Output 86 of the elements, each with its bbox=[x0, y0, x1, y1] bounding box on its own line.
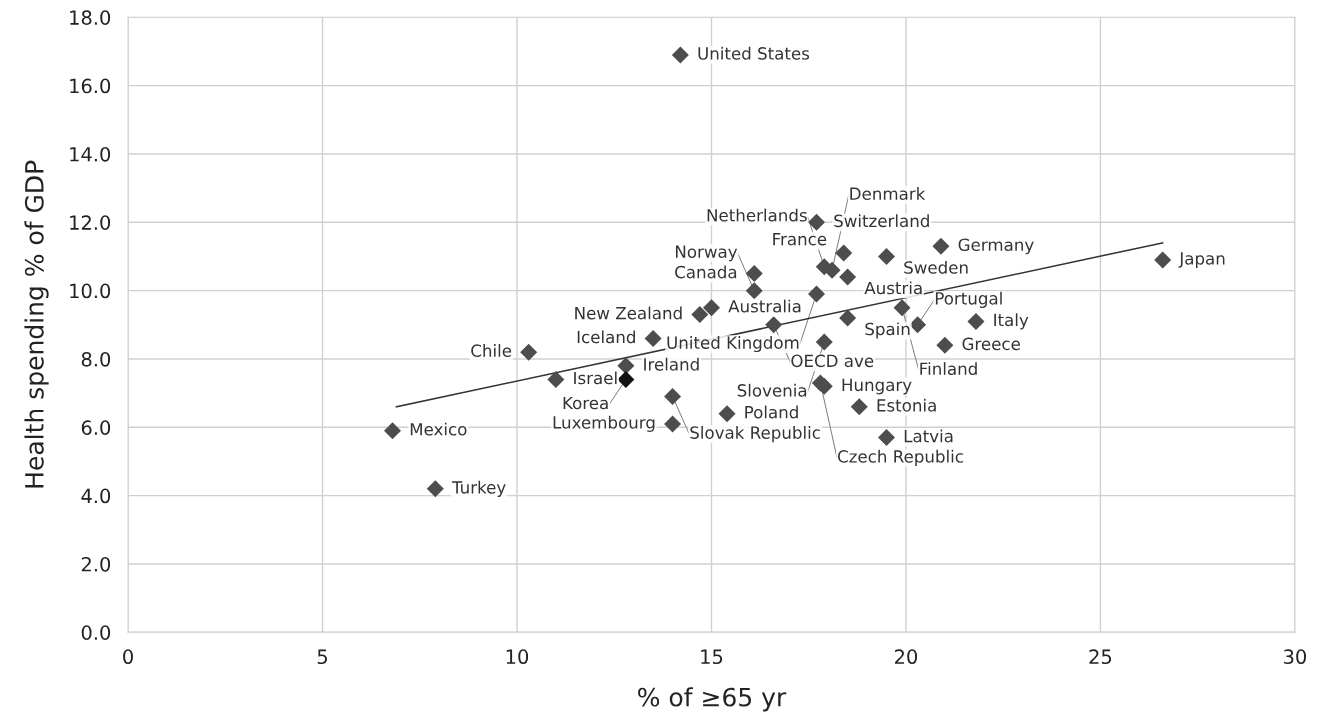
annotation: Iceland bbox=[577, 330, 635, 344]
point bbox=[426, 480, 444, 498]
annotation: Mexico bbox=[410, 422, 467, 436]
y-tick-label: 18.0 bbox=[70, 10, 111, 25]
annotation: Slovenia bbox=[737, 383, 807, 397]
annotation: Luxembourg bbox=[553, 415, 655, 432]
annotation: Norway bbox=[676, 245, 738, 262]
y-tick-label: 2.0 bbox=[81, 556, 111, 572]
y-tick-label: 6.0 bbox=[81, 420, 111, 435]
point bbox=[815, 333, 833, 351]
x-axis-title: % of ≥65 yr bbox=[638, 687, 787, 712]
y-tick-label: 16.0 bbox=[70, 78, 111, 94]
point bbox=[893, 299, 911, 317]
annotation: Italy bbox=[994, 313, 1029, 330]
annotation: Germany bbox=[958, 238, 1034, 255]
point bbox=[839, 268, 857, 286]
annotation: Estonia bbox=[877, 398, 936, 412]
annotation: Slovak Republic bbox=[690, 426, 820, 443]
y-tick-label: 12.0 bbox=[70, 215, 111, 230]
x-tick-label: 5 bbox=[317, 649, 328, 665]
y-tick-label: 14.0 bbox=[70, 146, 111, 162]
annotation: Portugal bbox=[935, 291, 1002, 308]
annotation: Latvia bbox=[904, 429, 953, 443]
y-tick-label: 0.0 bbox=[81, 625, 111, 640]
point bbox=[936, 336, 954, 354]
point bbox=[745, 265, 763, 283]
annotation: Hungary bbox=[842, 378, 912, 395]
annotation: Finland bbox=[920, 362, 977, 376]
y-tick-label: 8.0 bbox=[81, 351, 111, 367]
annotation: Greece bbox=[962, 337, 1020, 351]
annotation: Japan bbox=[1178, 252, 1225, 268]
point bbox=[520, 343, 538, 361]
annotation: Sweden bbox=[904, 260, 968, 274]
annotation: Poland bbox=[745, 405, 798, 419]
point bbox=[815, 377, 833, 395]
annotation: Chile bbox=[471, 344, 512, 357]
annotation: Canada bbox=[675, 265, 737, 279]
annotation: Turkey bbox=[451, 480, 506, 497]
point bbox=[702, 299, 720, 317]
annotation: Australia bbox=[728, 299, 801, 313]
annotation: New Zealand bbox=[575, 306, 682, 320]
point bbox=[878, 247, 896, 265]
annotation: Ireland bbox=[644, 357, 699, 371]
point bbox=[850, 398, 868, 416]
point bbox=[547, 370, 565, 388]
annotation: Korea bbox=[563, 396, 608, 410]
point bbox=[664, 388, 682, 406]
y-axis-title: Health spending % of GDP bbox=[24, 160, 49, 488]
point bbox=[807, 285, 825, 303]
x-tick-label: 25 bbox=[1089, 649, 1112, 665]
point bbox=[932, 237, 950, 255]
point bbox=[909, 316, 927, 334]
point bbox=[617, 357, 635, 375]
annotation: Austria bbox=[864, 281, 922, 295]
point bbox=[967, 312, 985, 330]
point bbox=[878, 429, 896, 447]
annotation: OECD ave bbox=[791, 354, 874, 368]
point bbox=[835, 244, 853, 262]
x-tick-label: 20 bbox=[895, 649, 918, 665]
annotation: Denmark bbox=[850, 187, 926, 200]
annotation: United Kingdom bbox=[667, 335, 799, 353]
point bbox=[644, 329, 662, 347]
point bbox=[765, 316, 783, 334]
annotation: Netherlands bbox=[707, 208, 807, 222]
point bbox=[745, 282, 763, 300]
x-tick-label: 10 bbox=[506, 649, 529, 665]
annotation: Czech Republic bbox=[837, 449, 963, 466]
annotation: Switzerland bbox=[834, 214, 929, 228]
annotation: Israel bbox=[574, 371, 617, 385]
point bbox=[664, 415, 682, 433]
y-tick-label: 4.0 bbox=[81, 488, 111, 504]
point bbox=[671, 46, 689, 64]
annotation: France bbox=[773, 233, 827, 246]
point bbox=[691, 306, 709, 324]
point bbox=[807, 213, 825, 231]
x-tick-label: 0 bbox=[123, 649, 133, 665]
y-tick-label: 10.0 bbox=[70, 283, 111, 299]
point bbox=[718, 405, 736, 423]
point bbox=[839, 309, 857, 327]
annotation: Spain bbox=[865, 322, 910, 339]
x-tick-label: 30 bbox=[1284, 649, 1306, 665]
annotation: United States bbox=[698, 46, 810, 60]
x-tick-label: 15 bbox=[701, 649, 723, 665]
point bbox=[384, 422, 402, 440]
point bbox=[1154, 251, 1172, 269]
point bbox=[617, 370, 635, 388]
